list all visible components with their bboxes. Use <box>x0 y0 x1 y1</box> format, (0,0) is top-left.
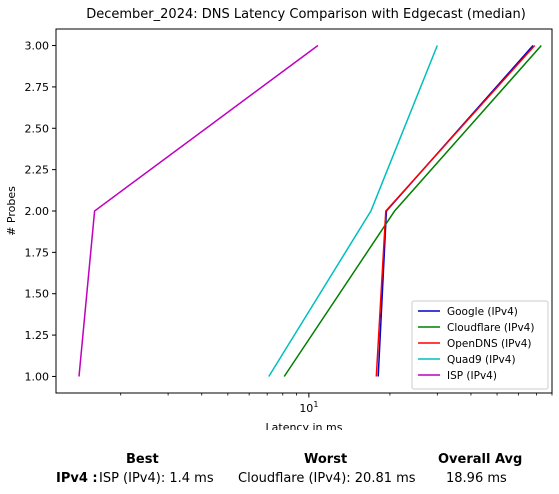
y-tick-label: 1.00 <box>25 370 50 383</box>
x-tick-label: 101 <box>299 400 318 415</box>
y-tick-label: 1.75 <box>25 246 50 259</box>
chart-title: December_2024: DNS Latency Comparison wi… <box>86 7 526 22</box>
summary-row-label: IPv4 : <box>56 471 98 486</box>
y-tick-label: 3.00 <box>25 40 50 53</box>
legend-label: Google (IPv4) <box>447 306 518 318</box>
y-tick-label: 2.25 <box>25 164 50 177</box>
summary-best-value: ISP (IPv4): 1.4 ms <box>99 471 214 486</box>
series-line-3 <box>268 45 438 377</box>
y-tick-label: 2.75 <box>25 81 50 94</box>
summary-best-header: Best <box>126 452 159 467</box>
series-line-2 <box>375 44 536 377</box>
y-tick-label: 1.25 <box>25 329 50 342</box>
legend-box <box>411 300 549 390</box>
legend: Google (IPv4) Cloudflare (IPv4) OpenDNS (I… <box>411 300 549 390</box>
summary-avg-header: Overall Avg <box>438 452 523 467</box>
x-axis-label: Latency in ms <box>266 421 343 430</box>
y-axis-label: # Probes <box>5 186 18 236</box>
summary-worst-value: Cloudflare (IPv4): 20.81 ms <box>238 471 416 486</box>
latency-chart: December_2024: DNS Latency Comparison wi… <box>5 7 553 430</box>
legend-label: Cloudflare (IPv4) <box>447 322 534 334</box>
series-line-4 <box>78 44 319 377</box>
legend-label: OpenDNS (IPv4) <box>447 338 532 350</box>
series-line-1 <box>283 45 542 377</box>
summary-worst-header: Worst <box>304 452 348 467</box>
y-tick-label: 2.00 <box>25 205 50 218</box>
legend-label: Quad9 (IPv4) <box>447 354 516 366</box>
y-tick-label: 2.50 <box>25 122 50 135</box>
y-tick-label: 1.50 <box>25 288 50 301</box>
summary-avg-value: 18.96 ms <box>446 471 507 486</box>
legend-label: ISP (IPv4) <box>447 370 497 382</box>
